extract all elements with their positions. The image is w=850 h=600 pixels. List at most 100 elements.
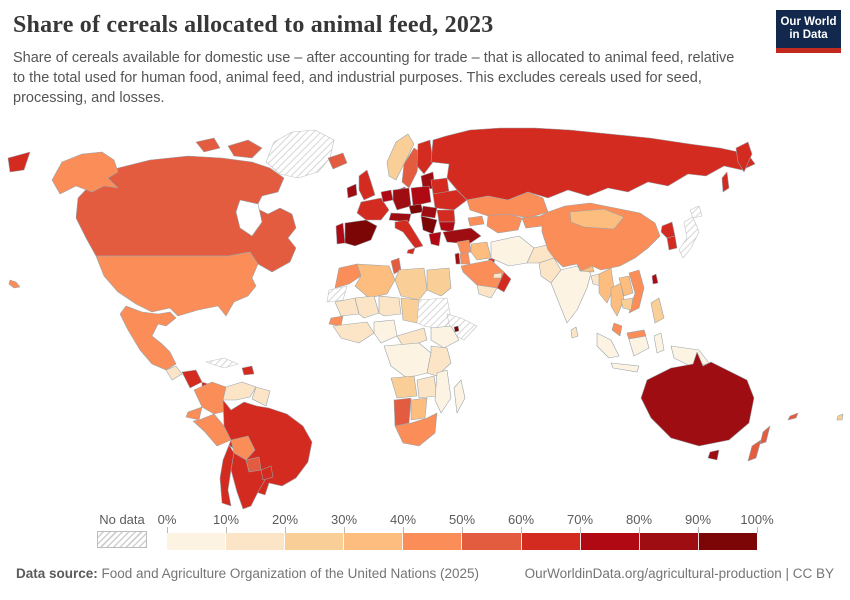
country-sweden[interactable] [401,147,421,189]
legend-bin-6[interactable] [521,533,581,550]
country-mongolia[interactable] [569,208,625,230]
country-mexico[interactable] [119,305,177,371]
country-new-caledonia[interactable] [787,412,799,421]
country-congo-basin[interactable] [383,342,432,379]
country-south-korea[interactable] [666,235,678,251]
country-malaysia[interactable] [611,322,623,337]
country-madagascar[interactable] [453,379,466,414]
legend-bin-0[interactable] [167,533,227,550]
country-egypt[interactable] [426,267,452,297]
country-angola[interactable] [390,375,418,399]
country-guyanas[interactable] [251,386,271,407]
country-greenland[interactable] [265,129,335,179]
country-romania[interactable] [436,209,456,223]
country-uk[interactable] [358,169,376,201]
country-tasmania[interactable] [707,449,720,461]
country-italy[interactable] [394,219,424,249]
country-iraq[interactable] [470,241,492,261]
legend-bin-5[interactable] [462,533,522,550]
country-brazil[interactable] [222,399,313,496]
legend-bin-4[interactable] [403,533,463,550]
country-norway[interactable] [386,133,415,181]
country-ecuador[interactable] [185,406,203,421]
country-cuba[interactable] [205,357,239,369]
country-myanmar[interactable] [598,267,615,304]
country-indonesia-sulawesi[interactable] [653,332,665,354]
country-ukraine[interactable] [432,189,468,211]
legend-bin-3[interactable] [344,533,404,550]
country-algeria[interactable] [354,263,396,299]
country-china[interactable] [521,202,661,272]
country-jordan[interactable] [459,251,471,265]
country-russia-east[interactable] [7,151,31,173]
country-chile[interactable] [219,444,235,507]
country-syria[interactable] [456,239,472,255]
country-yemen[interactable] [476,284,498,299]
country-turkey[interactable] [442,227,482,245]
country-peru[interactable] [192,413,232,447]
legend-no-data[interactable]: No data [97,512,147,548]
country-vietnam[interactable] [628,269,645,314]
country-sakhalin[interactable] [721,171,730,193]
country-india[interactable] [550,265,592,324]
country-morocco[interactable] [334,263,362,289]
country-fiji[interactable] [836,413,844,421]
country-benelux[interactable] [380,189,394,203]
country-taiwan[interactable] [651,273,659,285]
country-west-africa[interactable] [332,321,375,344]
country-uae[interactable] [492,272,503,279]
legend-bin-8[interactable] [639,533,699,550]
country-spain[interactable] [344,219,378,247]
country-czechia[interactable] [408,203,424,215]
country-chad[interactable] [400,297,420,324]
country-argentina[interactable] [230,452,266,510]
country-kamchatka[interactable] [735,141,753,173]
country-sri-lanka[interactable] [570,326,579,339]
country-niger[interactable] [378,295,402,317]
country-hispaniola[interactable] [241,365,255,376]
country-cameroon-car[interactable] [396,327,428,349]
owid-logo[interactable]: Our World in Data [776,10,841,53]
country-libya[interactable] [394,267,428,301]
country-sicily[interactable] [406,247,416,255]
country-south-africa[interactable] [394,412,438,447]
legend-bin-9[interactable] [698,533,757,550]
country-japan-hokkaido[interactable] [689,205,703,219]
country-djibouti[interactable] [453,325,460,333]
country-uruguay[interactable] [260,465,274,481]
country-senegal[interactable] [328,315,344,327]
country-ireland[interactable] [346,183,358,199]
country-thailand[interactable] [610,282,625,317]
legend-bin-1[interactable] [226,533,286,550]
country-cambodia[interactable] [620,297,634,311]
country-namibia[interactable] [393,397,412,427]
country-france[interactable] [356,197,390,221]
country-portugal[interactable] [335,222,346,245]
legend-bin-2[interactable] [285,533,345,550]
country-caucasus[interactable] [467,215,485,227]
country-western-sahara[interactable] [326,285,348,303]
country-poland[interactable] [410,185,432,207]
country-nigeria[interactable] [373,319,398,344]
legend-bin-7[interactable] [580,533,640,550]
country-north-korea[interactable] [660,221,676,239]
country-canadian-arctic-1[interactable] [227,139,263,159]
country-japan[interactable] [678,216,700,259]
country-hungary-slovakia[interactable] [420,205,438,219]
country-oman[interactable] [496,271,512,293]
country-alaska[interactable] [51,151,119,195]
country-new-zealand-north[interactable] [759,425,771,445]
country-balkans[interactable] [420,215,438,235]
country-ethiopia[interactable] [430,325,460,349]
country-honduras-nicaragua[interactable] [181,369,203,389]
country-malaysia-borneo[interactable] [626,329,647,340]
country-philippines[interactable] [650,297,665,324]
country-finland[interactable] [416,139,434,175]
country-hawaii[interactable] [8,279,21,289]
country-greece[interactable] [428,231,442,247]
country-israel[interactable] [454,252,461,265]
country-botswana[interactable] [410,397,428,421]
country-usa[interactable] [95,251,259,317]
country-guatemala[interactable] [165,365,183,381]
owid-link[interactable]: OurWorldinData.org/agricultural-producti… [524,566,782,581]
